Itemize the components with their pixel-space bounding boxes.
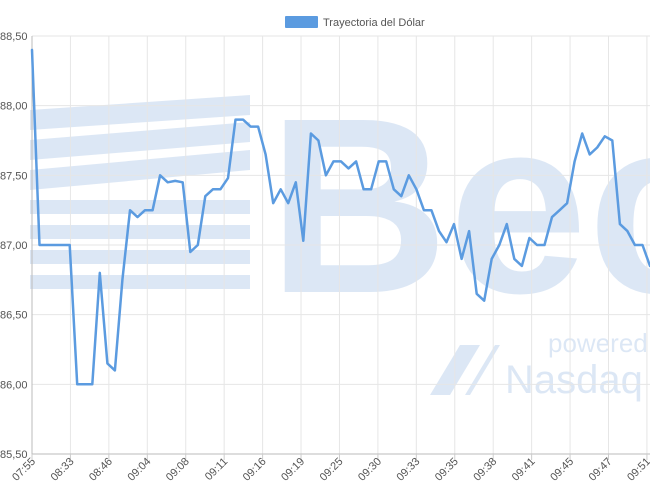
x-tick-label: 09:19 bbox=[279, 456, 307, 484]
x-tick-label: 09:16 bbox=[241, 456, 269, 484]
y-tick-label: 87,50 bbox=[0, 170, 28, 182]
x-axis: 07:55 08:33 08:46 09:04 09:08 09:11 09:16 09:19… bbox=[10, 454, 650, 484]
x-tick-label: 09:11 bbox=[203, 456, 230, 483]
series-layer bbox=[30, 48, 650, 386]
y-tick-label: 86,00 bbox=[0, 379, 28, 391]
series-line bbox=[30, 48, 650, 386]
x-tick-label: 09:30 bbox=[356, 456, 384, 484]
watermark-tagline: powered by bbox=[548, 328, 650, 358]
y-tick-label: 88,00 bbox=[0, 101, 28, 113]
x-tick-label: 09:38 bbox=[471, 456, 499, 484]
x-tick-label: 09:47 bbox=[587, 456, 615, 484]
x-tick-label: 09:25 bbox=[318, 456, 346, 484]
x-tick-label: 09:08 bbox=[164, 456, 192, 484]
watermark-logo: Bec powered by Nasdaq bbox=[30, 66, 650, 402]
legend[interactable]: Trayectoria del Dólar bbox=[285, 16, 425, 29]
legend-swatch bbox=[285, 16, 318, 28]
x-tick-label: 08:46 bbox=[87, 456, 115, 484]
y-tick-label: 88,50 bbox=[0, 31, 28, 43]
y-tick-label: 86,50 bbox=[0, 310, 28, 322]
legend-label: Trayectoria del Dólar bbox=[323, 17, 425, 29]
watermark-partner: Nasdaq bbox=[505, 358, 643, 402]
x-tick-label: 09:33 bbox=[394, 456, 422, 484]
x-tick-label: 09:51 bbox=[625, 456, 650, 484]
y-tick-label: 85,50 bbox=[0, 449, 28, 461]
x-tick-label: 08:33 bbox=[49, 456, 77, 484]
y-tick-label: 87,00 bbox=[0, 240, 28, 252]
x-tick-label: 09:41 bbox=[510, 456, 538, 484]
watermark-brand: Bec bbox=[268, 66, 650, 345]
x-tick-label: 09:35 bbox=[433, 456, 461, 484]
x-tick-label: 09:45 bbox=[548, 456, 576, 484]
x-tick-label: 09:04 bbox=[125, 456, 153, 484]
y-axis: 85,50 86,00 86,50 87,00 87,50 88,00 88,50 bbox=[0, 31, 28, 461]
